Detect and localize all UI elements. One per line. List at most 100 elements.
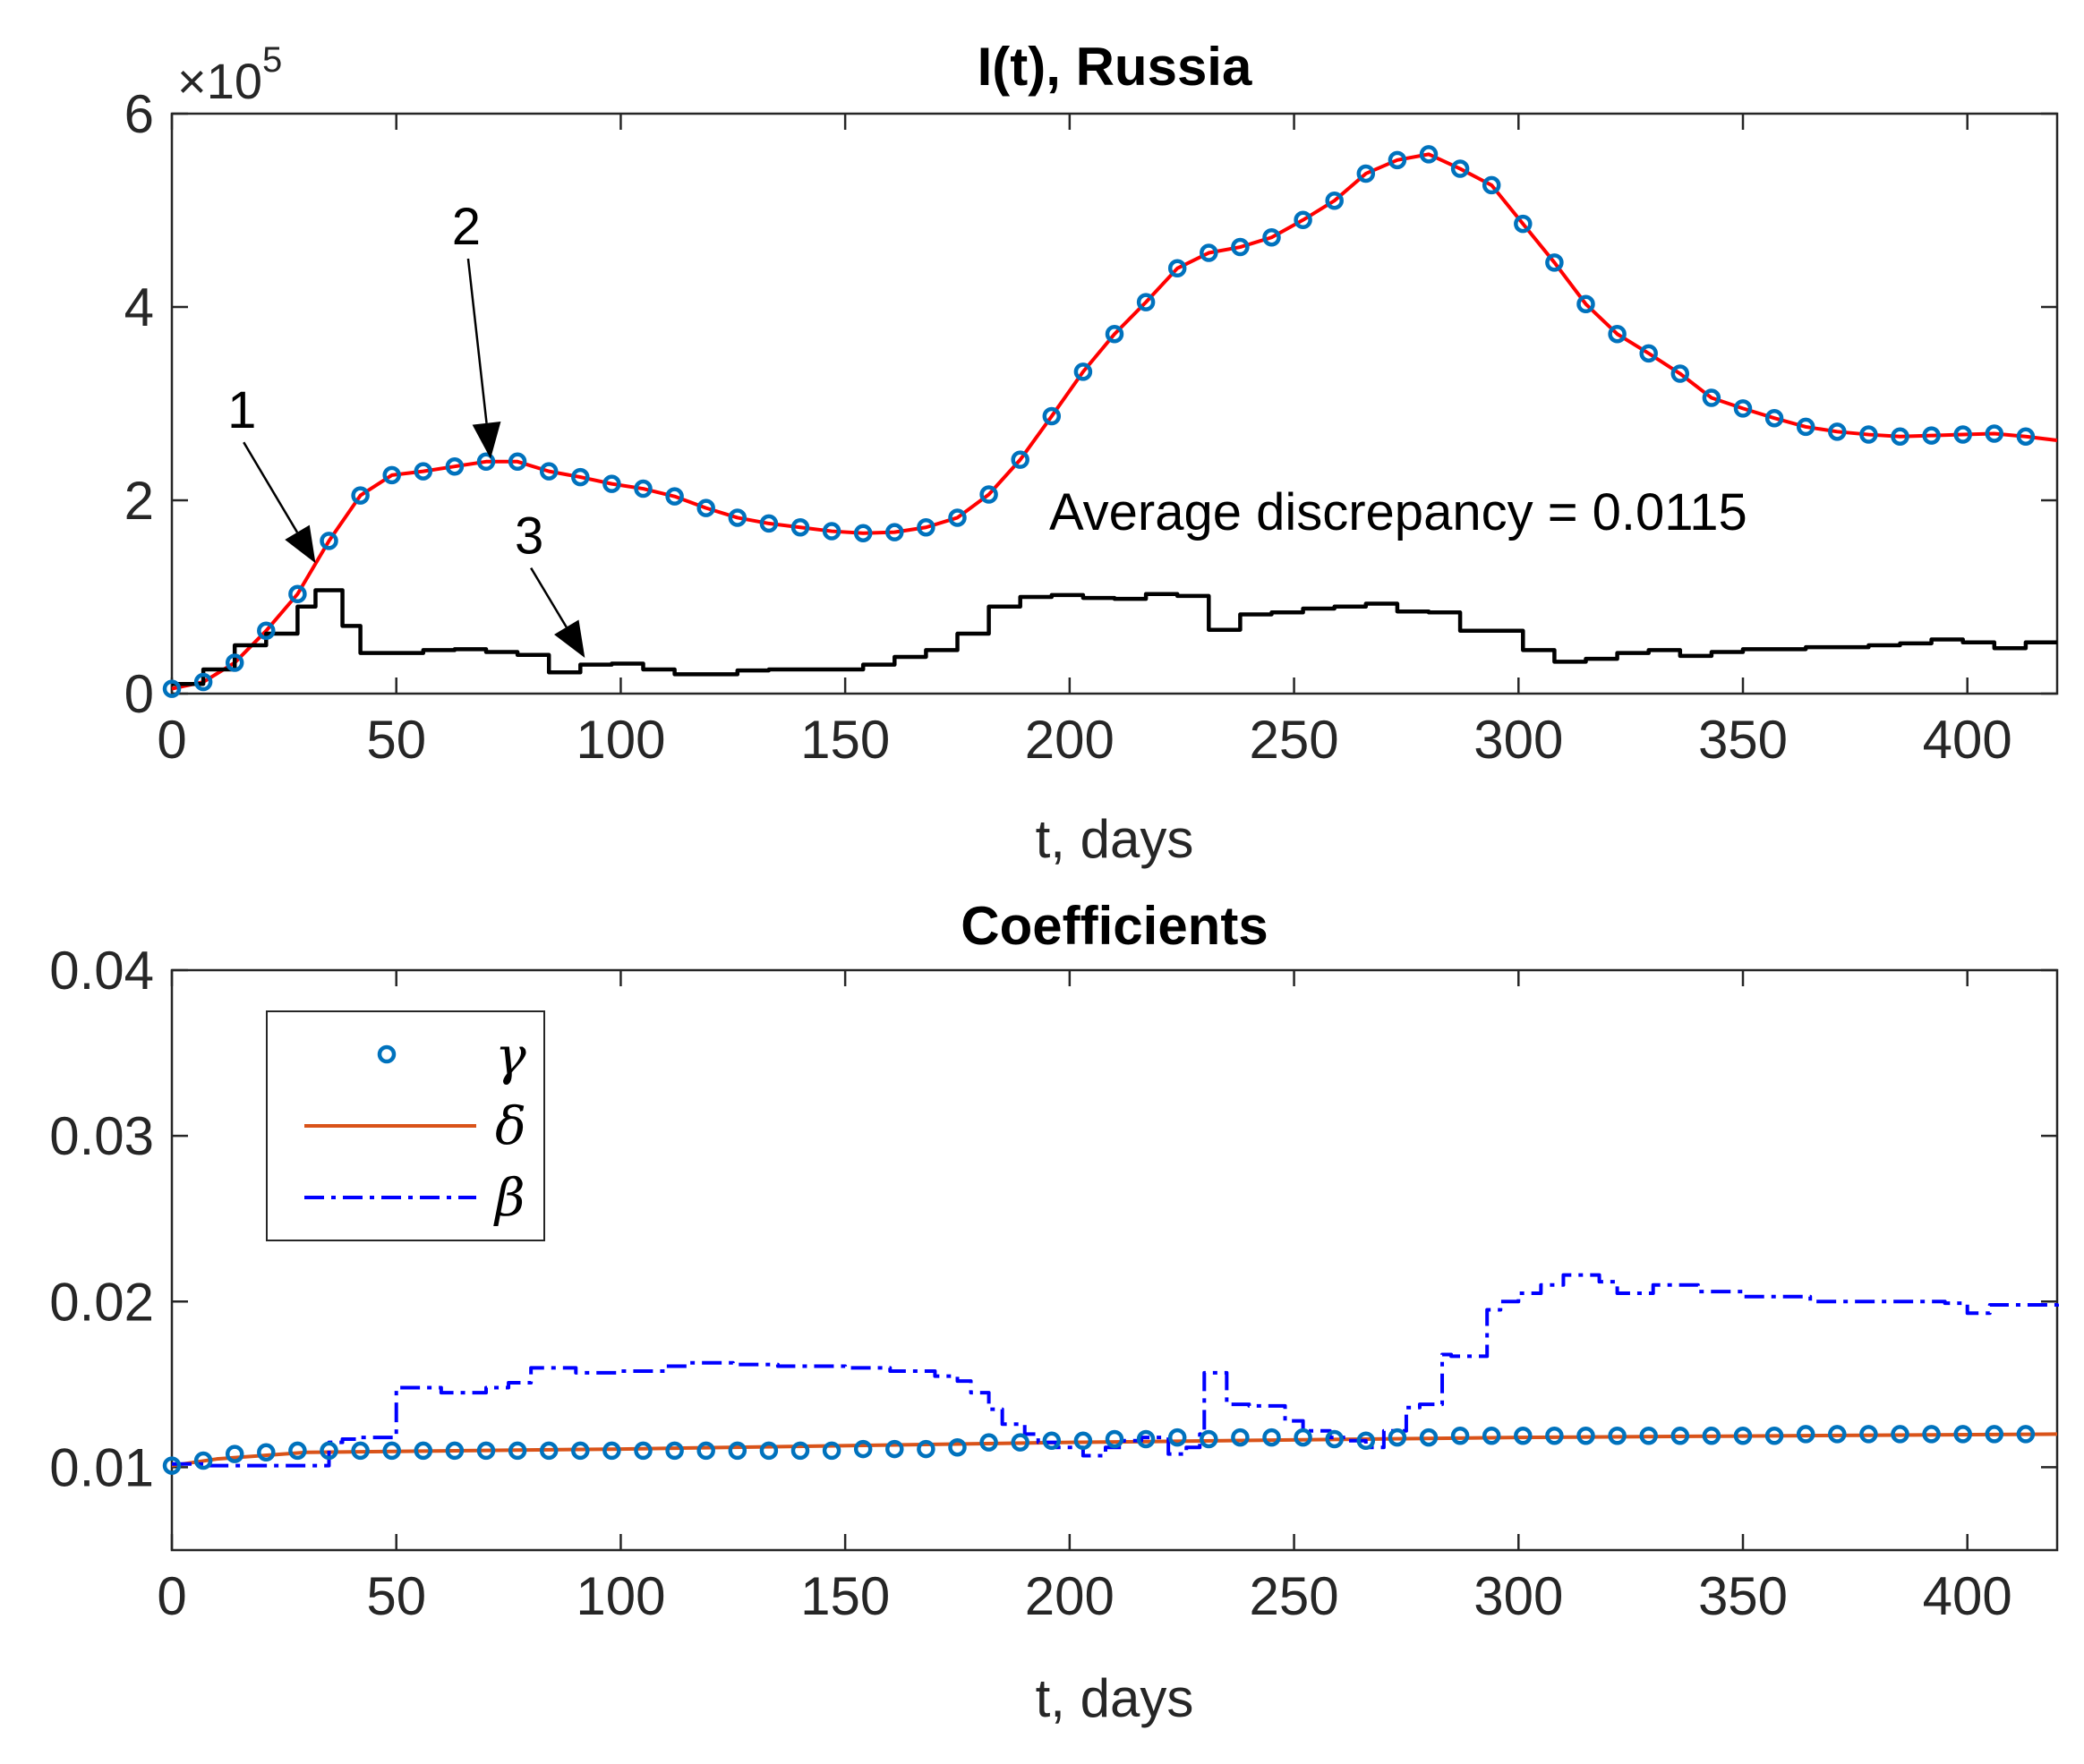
bottom-data-point xyxy=(1200,1429,1218,1449)
bottom-x-tick-label: 50 xyxy=(366,1566,426,1626)
top-panel: 0 50 100 150 200 250 300 350 400 0 2 4 6 1 2 3 I(t), R… xyxy=(124,37,2059,869)
bottom-data-point xyxy=(948,1437,967,1457)
arrow-3-label: 3 xyxy=(515,507,543,566)
bottom-data-point xyxy=(602,1441,621,1461)
top-data-point xyxy=(476,452,496,472)
bottom-data-point xyxy=(759,1441,779,1461)
top-data-point xyxy=(790,517,810,537)
top-data-point xyxy=(1073,362,1093,381)
top-data-point xyxy=(1356,164,1376,183)
top-data-point xyxy=(1608,324,1627,344)
top-chart-title: I(t), Russia xyxy=(978,37,1252,97)
bottom-data-point xyxy=(1608,1427,1627,1445)
top-data-point xyxy=(665,487,684,506)
top-data-point xyxy=(414,462,433,481)
bottom-data-point xyxy=(1545,1427,1564,1445)
top-data-point xyxy=(948,508,967,527)
bottom-data-point xyxy=(1733,1427,1753,1445)
top-data-point xyxy=(1764,408,1784,428)
top-x-tick-label: 250 xyxy=(1250,710,1339,770)
bottom-data-point xyxy=(665,1441,684,1461)
bottom-x-tick-label: 350 xyxy=(1698,1566,1788,1626)
bottom-data-point xyxy=(1953,1425,1972,1444)
top-data-point xyxy=(320,532,338,550)
bottom-data-point xyxy=(790,1441,810,1461)
bottom-data-point xyxy=(1639,1427,1658,1445)
top-y-tick-label: 2 xyxy=(124,471,154,531)
bottom-data-point xyxy=(634,1441,653,1461)
top-data-point xyxy=(1796,417,1815,437)
bottom-data-point xyxy=(917,1439,935,1459)
top-data-point xyxy=(1922,426,1941,445)
top-series xyxy=(162,145,2058,698)
top-data-point xyxy=(1639,344,1658,363)
top-data-point xyxy=(508,452,527,472)
top-data-point xyxy=(1042,406,1062,426)
top-data-point xyxy=(288,584,307,604)
bottom-panel: 0 50 100 150 200 250 300 350 400 0.01 0.02 0.03 0.04… xyxy=(49,896,2059,1728)
bottom-data-point xyxy=(288,1441,307,1461)
bottom-data-point xyxy=(2016,1425,2036,1444)
top-data-point xyxy=(1419,145,1439,164)
top-data-point xyxy=(1859,425,1878,444)
top-data-point xyxy=(1985,424,2004,443)
top-data-point xyxy=(1231,237,1250,257)
bottom-data-point xyxy=(414,1441,433,1461)
top-data-point xyxy=(1702,388,1721,407)
top-data-point xyxy=(822,522,841,541)
top-data-point xyxy=(539,462,559,481)
y-multiplier-exponent: 5 xyxy=(262,40,282,80)
top-ticks: 0 50 100 150 200 250 300 350 400 0 2 4 6 xyxy=(124,84,2057,770)
bottom-data-point xyxy=(1702,1427,1721,1445)
bottom-data-point xyxy=(728,1441,747,1461)
bottom-data-point xyxy=(571,1441,590,1461)
bottom-data-point xyxy=(351,1441,370,1461)
bottom-data-point xyxy=(1231,1427,1250,1447)
top-data-point xyxy=(1011,450,1029,469)
bottom-data-point xyxy=(696,1441,715,1461)
top-series-model xyxy=(171,152,2058,691)
bottom-y-tick-label: 0.04 xyxy=(49,941,154,1001)
top-data-point xyxy=(853,524,873,542)
bottom-data-point xyxy=(1922,1425,1941,1444)
bottom-ticks: 0 50 100 150 200 250 300 350 400 0.01 0.02 0.03 0.04 xyxy=(49,941,2057,1626)
top-y-tick-label: 6 xyxy=(124,84,154,144)
top-data-point xyxy=(979,485,998,504)
top-data-point xyxy=(1670,364,1690,383)
top-data-point xyxy=(162,679,182,698)
y-multiplier-base: ×10 xyxy=(177,53,262,109)
top-data-point xyxy=(571,467,590,487)
top-data-point xyxy=(1482,175,1501,195)
top-x-tick-label: 200 xyxy=(1025,710,1115,770)
arrow-1-shaft xyxy=(243,441,299,533)
bottom-data-point xyxy=(1042,1431,1062,1451)
discrepancy-annotation: Average discrepancy = 0.0115 xyxy=(1049,483,1747,541)
bottom-x-tick-label: 150 xyxy=(800,1566,890,1626)
bottom-data-point xyxy=(1388,1427,1407,1447)
bottom-data-point xyxy=(1796,1425,1815,1444)
bottom-data-point xyxy=(1356,1431,1376,1451)
bottom-data-point xyxy=(1859,1425,1878,1444)
bottom-data-point xyxy=(382,1441,401,1461)
top-arrows: 1 2 3 xyxy=(227,198,585,659)
bottom-data-point xyxy=(885,1439,904,1459)
bottom-data-point xyxy=(476,1441,496,1461)
bottom-data-point xyxy=(1828,1425,1847,1444)
top-x-tick-label: 50 xyxy=(366,710,426,770)
bottom-data-point xyxy=(1419,1427,1439,1447)
bottom-x-axis-label: t, days xyxy=(1036,1668,1194,1728)
legend-gamma-label: γ xyxy=(495,1026,526,1087)
top-data-point xyxy=(1136,293,1156,311)
top-data-point xyxy=(193,672,213,692)
top-data-point xyxy=(351,486,370,505)
bottom-series-- xyxy=(172,1273,2059,1468)
top-y-tick-label: 0 xyxy=(124,664,154,724)
bottom-data-point xyxy=(1514,1427,1533,1445)
top-x-tick-label: 0 xyxy=(157,710,186,770)
top-x-tick-label: 100 xyxy=(576,710,665,770)
top-data-point xyxy=(1105,324,1124,344)
bottom-x-tick-label: 0 xyxy=(157,1566,186,1626)
top-data-point xyxy=(225,653,244,672)
top-data-point xyxy=(1545,253,1564,272)
arrow-2-head xyxy=(472,422,501,459)
